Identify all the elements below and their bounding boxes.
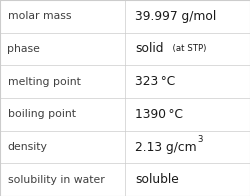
Text: solid: solid bbox=[135, 43, 164, 55]
Text: molar mass: molar mass bbox=[8, 11, 71, 21]
Text: 3: 3 bbox=[198, 135, 203, 144]
Text: 323 °C: 323 °C bbox=[135, 75, 175, 88]
Text: phase: phase bbox=[8, 44, 40, 54]
Text: solubility in water: solubility in water bbox=[8, 175, 104, 185]
Text: soluble: soluble bbox=[135, 173, 179, 186]
Text: density: density bbox=[8, 142, 48, 152]
Text: (at STP): (at STP) bbox=[167, 44, 206, 54]
Text: 2.13 g/cm: 2.13 g/cm bbox=[135, 141, 196, 153]
Text: boiling point: boiling point bbox=[8, 109, 76, 119]
Text: melting point: melting point bbox=[8, 77, 81, 87]
Text: 1390 °C: 1390 °C bbox=[135, 108, 183, 121]
Text: 39.997 g/mol: 39.997 g/mol bbox=[135, 10, 216, 23]
